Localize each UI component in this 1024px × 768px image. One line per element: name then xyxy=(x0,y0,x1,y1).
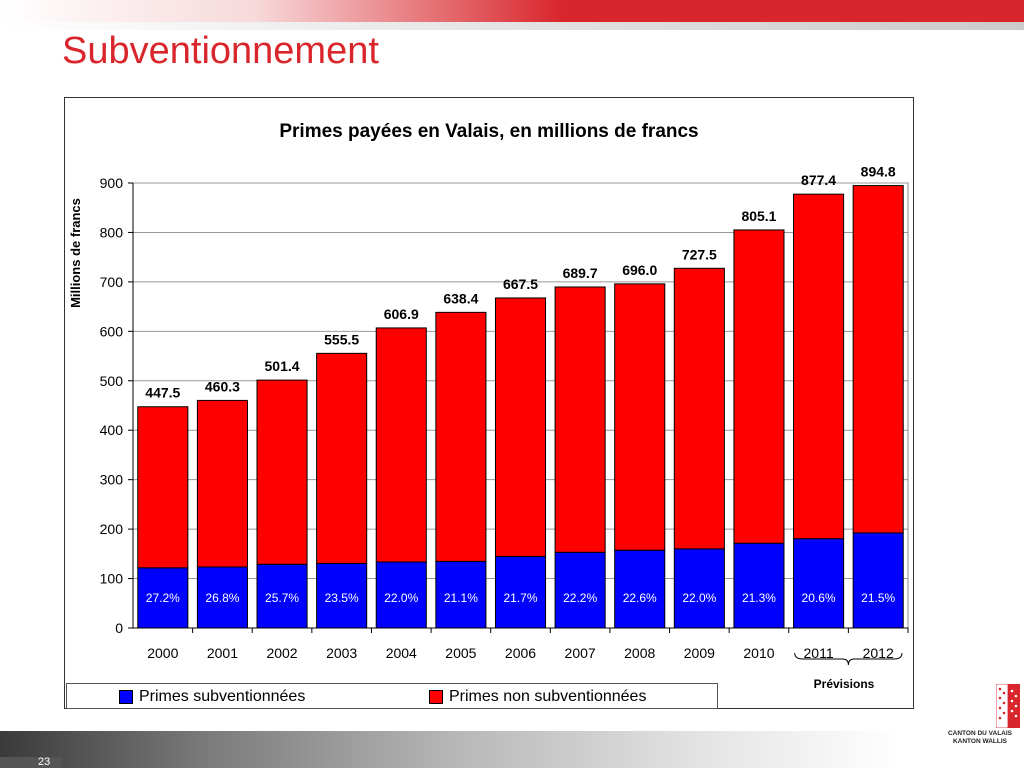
bar-total-label: 555.5 xyxy=(324,331,359,347)
bar-non-subsidized xyxy=(852,185,904,534)
bar-share-label: 22.0% xyxy=(384,591,418,605)
y-tick-label: 200 xyxy=(100,521,124,537)
top-accent-bar xyxy=(0,0,1024,22)
bar-subsidized xyxy=(375,561,427,629)
bar-non-subsidized xyxy=(494,297,547,557)
bar-share-label: 21.1% xyxy=(444,591,478,605)
bar-share-label: 26.8% xyxy=(205,591,239,605)
y-tick-label: 300 xyxy=(100,472,124,488)
logo-text-line1: CANTON DU VALAIS xyxy=(947,730,1013,737)
canton-valais-logo: CANTON DU VALAIS KANTON WALLIS xyxy=(940,684,1020,746)
bar-subsidized xyxy=(554,551,606,629)
bar-non-subsidized xyxy=(375,327,427,563)
legend-swatch-non-subsidized xyxy=(429,690,443,704)
bar-total-label: 638.4 xyxy=(443,290,478,306)
bar-subsidized xyxy=(614,549,666,629)
x-tick-label: 2002 xyxy=(266,645,297,661)
bar-non-subsidized xyxy=(316,352,368,564)
y-tick-label: 800 xyxy=(100,224,124,240)
legend-item-subsidized: Primes subventionnées xyxy=(119,688,305,706)
x-tick-label: 2004 xyxy=(386,645,417,661)
bar-subsidized xyxy=(673,548,725,629)
bar-subsidized xyxy=(852,532,904,629)
x-tick-label: 2012 xyxy=(863,645,894,661)
slide-title: Subventionnement xyxy=(62,30,379,72)
y-tick-label: 900 xyxy=(100,175,124,191)
legend-swatch-subsidized xyxy=(119,690,133,704)
top-accent-shadow xyxy=(0,22,1024,30)
y-tick-label: 500 xyxy=(100,373,124,389)
bar-share-label: 22.6% xyxy=(623,591,657,605)
bar-non-subsidized xyxy=(196,399,248,568)
bar-total-label: 460.3 xyxy=(205,378,240,394)
x-tick-label: 2011 xyxy=(804,645,834,661)
bar-total-label: 667.5 xyxy=(503,276,538,292)
y-tick-label: 600 xyxy=(100,323,124,339)
bar-total-label: 805.1 xyxy=(741,208,776,224)
bar-share-label: 20.6% xyxy=(802,591,836,605)
x-tick-label: 2007 xyxy=(565,645,596,661)
bar-non-subsidized xyxy=(673,267,725,550)
forecast-annotation: Prévisions xyxy=(814,677,875,691)
y-axis-title: Millions de francs xyxy=(68,198,83,308)
bar-non-subsidized xyxy=(793,193,845,540)
x-tick-label: 2003 xyxy=(326,645,357,661)
bottom-footer-bar xyxy=(0,731,1024,768)
canton-shield-icon xyxy=(996,684,1020,728)
legend-item-non-subsidized: Primes non subventionnées xyxy=(429,688,646,706)
chart-title: Primes payées en Valais, en millions de … xyxy=(279,121,698,142)
y-tick-label: 100 xyxy=(100,571,124,587)
bar-total-label: 501.4 xyxy=(265,358,300,374)
legend-label-non-subsidized: Primes non subventionnées xyxy=(449,688,647,705)
bar-non-subsidized xyxy=(733,229,785,544)
bar-non-subsidized xyxy=(435,311,487,562)
bar-subsidized xyxy=(793,538,845,629)
bar-share-label: 22.0% xyxy=(682,591,716,605)
chart-legend: Primes subventionnées Primes non subvent… xyxy=(66,683,718,709)
x-tick-label: 2006 xyxy=(505,645,536,661)
y-tick-label: 700 xyxy=(100,274,124,290)
bar-subsidized xyxy=(733,542,785,629)
bar-non-subsidized xyxy=(256,379,308,565)
bar-share-label: 25.7% xyxy=(265,591,299,605)
logo-text: CANTON DU VALAIS KANTON WALLIS xyxy=(940,730,1020,746)
bar-non-subsidized xyxy=(614,283,666,551)
x-tick-label: 2010 xyxy=(743,645,774,661)
x-tick-label: 2008 xyxy=(624,645,655,661)
bar-non-subsidized xyxy=(137,406,189,569)
bar-total-label: 696.0 xyxy=(622,262,657,278)
bar-total-label: 894.8 xyxy=(861,164,896,180)
bar-share-label: 21.7% xyxy=(503,591,537,605)
x-tick-label: 2005 xyxy=(445,645,476,661)
y-tick-label: 0 xyxy=(115,620,123,636)
logo-text-line2: KANTON WALLIS xyxy=(952,738,1008,745)
bar-subsidized xyxy=(435,560,487,629)
bar-total-label: 606.9 xyxy=(384,306,419,322)
x-tick-label: 2009 xyxy=(684,645,715,661)
bar-total-label: 727.5 xyxy=(682,246,717,262)
legend-label-subsidized: Primes subventionnées xyxy=(139,688,306,705)
x-tick-label: 2000 xyxy=(147,645,178,661)
bar-share-label: 21.3% xyxy=(742,591,776,605)
bar-total-label: 877.4 xyxy=(801,172,836,188)
bar-total-label: 689.7 xyxy=(563,265,598,281)
bar-share-label: 27.2% xyxy=(146,591,180,605)
page-number-badge xyxy=(0,757,62,768)
bar-share-label: 22.2% xyxy=(563,591,597,605)
y-tick-label: 400 xyxy=(100,422,124,438)
bar-share-label: 21.5% xyxy=(861,591,895,605)
bar-non-subsidized xyxy=(554,286,606,553)
page-number: 23 xyxy=(38,756,51,768)
bar-total-label: 447.5 xyxy=(145,385,180,401)
bar-share-label: 23.5% xyxy=(325,591,359,605)
forecast-brace xyxy=(794,652,903,666)
x-tick-label: 2001 xyxy=(207,645,238,661)
